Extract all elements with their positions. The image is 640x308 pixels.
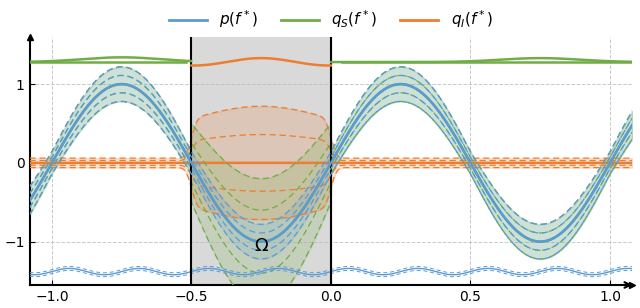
Legend: $p(f^*)$, $q_S(f^*)$, $q_I(f^*)$: $p(f^*)$, $q_S(f^*)$, $q_I(f^*)$ bbox=[163, 2, 499, 36]
Bar bbox=[191, 37, 331, 285]
Text: $\Omega$: $\Omega$ bbox=[253, 237, 269, 255]
